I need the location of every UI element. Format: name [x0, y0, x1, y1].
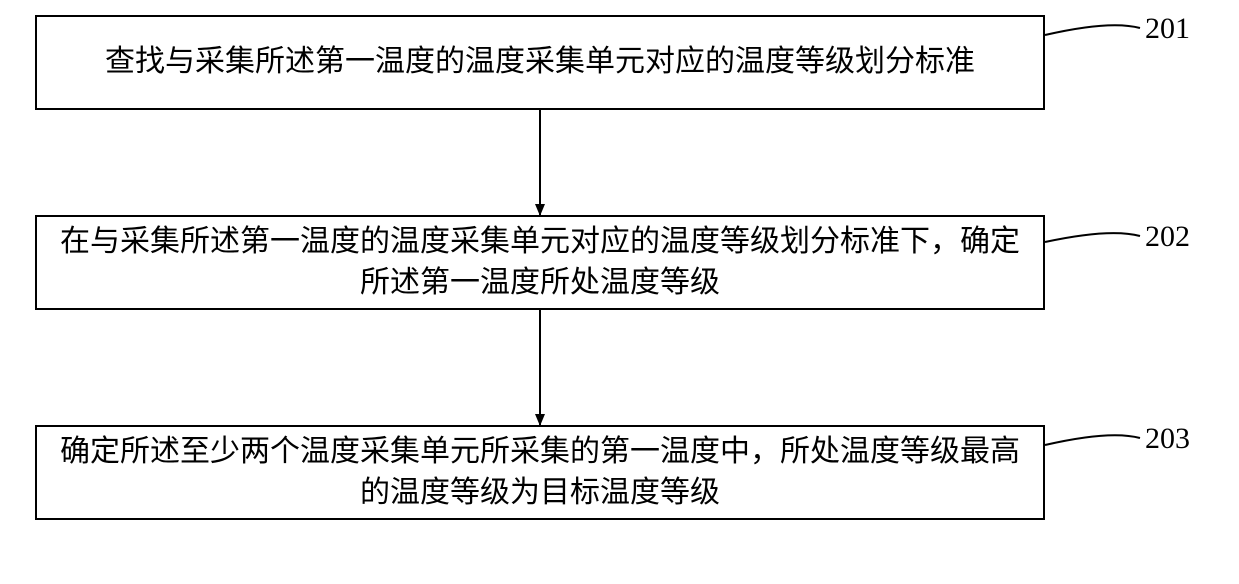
label-connector-2: [1045, 233, 1140, 242]
flowchart-node-3-text: 确定所述至少两个温度采集单元所采集的第一温度中，所处温度等级最高的温度等级为目标…: [55, 432, 1025, 513]
flowchart-node-2: 在与采集所述第一温度的温度采集单元对应的温度等级划分标准下，确定所述第一温度所处…: [35, 215, 1045, 310]
flowchart-canvas: 查找与采集所述第一温度的温度采集单元对应的温度等级划分标准 在与采集所述第一温度…: [0, 0, 1239, 584]
flowchart-node-1-text: 查找与采集所述第一温度的温度采集单元对应的温度等级划分标准: [105, 42, 975, 83]
step-label-203: 203: [1145, 422, 1190, 456]
label-connector-1: [1045, 25, 1140, 35]
flowchart-node-3: 确定所述至少两个温度采集单元所采集的第一温度中，所处温度等级最高的温度等级为目标…: [35, 425, 1045, 520]
flowchart-node-2-text: 在与采集所述第一温度的温度采集单元对应的温度等级划分标准下，确定所述第一温度所处…: [55, 222, 1025, 303]
flowchart-node-1: 查找与采集所述第一温度的温度采集单元对应的温度等级划分标准: [35, 15, 1045, 110]
step-label-201: 201: [1145, 12, 1190, 46]
step-label-202: 202: [1145, 220, 1190, 254]
label-connector-3: [1045, 435, 1140, 445]
